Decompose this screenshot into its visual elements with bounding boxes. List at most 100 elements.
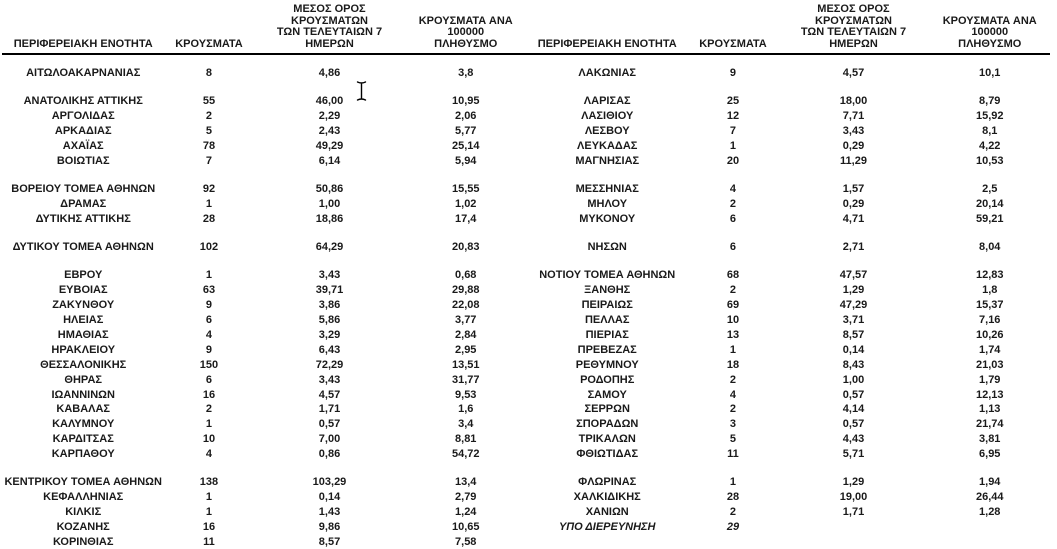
cell-avg7: 0,29: [842, 139, 865, 152]
cell-per100k: 1,8: [982, 284, 998, 297]
table-row: ΠΙΕΡΙΑΣ 13 8,57 10,26: [526, 328, 1050, 343]
cell-cases: 1: [205, 269, 213, 282]
cell-per100k: 3,8: [458, 67, 474, 79]
table-row: ΠΕΙΡΑΙΩΣ 69 47,29 15,37: [526, 298, 1050, 313]
table-row: ΛΑΣΙΘΙΟΥ 12 7,71 15,92: [526, 109, 1050, 124]
cell-avg7: 0,14: [318, 491, 341, 504]
cell-cases: 2: [205, 110, 213, 123]
table-row-blank: [526, 255, 1050, 268]
cell-cases: 28: [726, 491, 740, 504]
cell-region: ΡΟΔΟΠΗΣ: [580, 373, 635, 386]
cell-cases: 6: [729, 241, 737, 254]
cell-cases: 2: [729, 373, 737, 386]
cell-cases: 150: [199, 358, 219, 371]
cell-per100k: 12,13: [975, 388, 1004, 401]
cell-per100k: 10,26: [975, 329, 1004, 342]
cell-region: ΣΠΟΡΑΔΩΝ: [576, 418, 639, 431]
cell-region: ΧΑΝΙΩΝ: [585, 506, 629, 519]
cell-per100k: 17,4: [455, 212, 477, 225]
cell-per100k: 13,4: [455, 476, 477, 489]
cell-cases: 11: [203, 536, 215, 548]
table-row: ΜΕΣΣΗΝΙΑΣ 4 1,57 2,5: [526, 182, 1050, 197]
table-row: ΒΟΙΩΤΙΑΣ 7 6,14 5,94: [2, 154, 526, 169]
table-row-blank: [2, 81, 526, 94]
cell-per100k: 8,79: [979, 95, 1001, 108]
cell-cases: 10: [202, 433, 216, 446]
table-row: ΝΟΤΙΟΥ ΤΟΜΕΑ ΑΘΗΝΩΝ 68 47,57 12,83: [526, 268, 1050, 283]
table-row-blank: [526, 535, 1050, 548]
cell-cases: 4: [729, 388, 737, 401]
table-header-left: ΠΕΡΙΦΕΡΕΙΑΚΗ ΕΝΟΤΗΤΑ ΚΡΟΥΣΜΑΤΑ ΜΕΣΟΣ ΟΡΟ…: [2, 3, 526, 50]
table-row: ΚΕΦΑΛΛΗΝΙΑΣ 1 0,14 2,79: [2, 490, 526, 505]
cell-cases: 1: [729, 476, 737, 489]
cell-avg7: 72,29: [315, 358, 344, 371]
table-row: ΚΑΡΠΑΘΟΥ 4 0,86 54,72: [2, 447, 526, 462]
cell-avg7: 3,43: [318, 373, 341, 386]
table-body-left: ΑΙΤΩΛΟΑΚΑΡΝΑΝΙΑΣ 8 4,86 3,8 ΑΝΑΤΟΛΙΚΗΣ ΑΤΤΙΚ…: [2, 66, 526, 549]
cell-avg7: 1,43: [318, 506, 341, 519]
cell-per100k: 8,1: [982, 125, 998, 138]
cell-per100k: 1,02: [455, 198, 477, 211]
cell-cases: 4: [205, 329, 213, 342]
cell-per100k: 54,72: [451, 448, 480, 461]
cell-region: ΚΕΝΤΡΙΚΟΥ ΤΟΜΕΑ ΑΘΗΝΩΝ: [4, 476, 162, 489]
cases-table[interactable]: ΠΕΡΙΦΕΡΕΙΑΚΗ ΕΝΟΤΗΤΑ ΚΡΟΥΣΜΑΤΑ ΜΕΣΟΣ ΟΡΟ…: [2, 3, 1050, 549]
table-row: ΗΜΑΘΙΑΣ 4 3,29 2,84: [2, 328, 526, 343]
cell-region: ΠΙΕΡΙΑΣ: [585, 329, 629, 342]
cell-per100k: 26,44: [975, 491, 1004, 504]
cell-per100k: 3,81: [979, 433, 1001, 446]
table-row: ΔΥΤΙΚΟΥ ΤΟΜΕΑ ΑΘΗΝΩΝ 102 64,29 20,83: [2, 240, 526, 255]
cell-per100k: 21,74: [975, 418, 1004, 431]
table-row: ΠΡΕΒΕΖΑΣ 1 0,14 1,74: [526, 343, 1050, 358]
cell-cases: 9: [205, 343, 213, 356]
table-row: ΤΡΙΚΑΛΩΝ 5 4,43 3,81: [526, 432, 1050, 447]
cell-per100k: 21,03: [975, 358, 1004, 371]
cell-avg7: 0,29: [842, 198, 865, 211]
cell-avg7: 50,86: [315, 183, 344, 196]
table-row: ΚΙΛΚΙΣ 1 1,43 1,24: [2, 505, 526, 520]
cell-region: ΛΑΣΙΘΙΟΥ: [581, 110, 634, 123]
cell-cases: 11: [727, 448, 739, 461]
cell-cases: 10: [726, 314, 740, 327]
cell-cases: 2: [729, 198, 737, 211]
table-row: ΜΥΚΟΝΟΥ 6 4,71 59,21: [526, 212, 1050, 227]
cell-region: ΜΥΚΟΝΟΥ: [579, 212, 636, 225]
cell-region: ΚΕΦΑΛΛΗΝΙΑΣ: [43, 491, 124, 504]
cell-avg7: 5,86: [318, 314, 341, 327]
cell-per100k: 15,92: [975, 110, 1004, 123]
cell-per100k: 9,53: [455, 388, 477, 401]
table-row-blank: [2, 227, 526, 240]
cell-per100k: 10,95: [451, 95, 480, 108]
column-header-cases: ΚΡΟΥΣΜΑΤΑ: [175, 37, 243, 50]
cell-avg7: 64,29: [315, 241, 344, 254]
table-row: ΗΡΑΚΛΕΙΟΥ 9 6,43 2,95: [2, 343, 526, 358]
cell-region: ΛΕΣΒΟΥ: [584, 125, 630, 138]
cell-avg7: 6,14: [318, 154, 341, 167]
cell-region: ΛΑΡΙΣΑΣ: [583, 95, 631, 108]
cell-region: ΚΟΡΙΝΘΙΑΣ: [52, 536, 114, 548]
cell-per100k: 25,14: [451, 139, 480, 152]
cell-per100k: 1,24: [455, 506, 477, 519]
cell-per100k: 4,22: [979, 139, 1001, 152]
cell-cases: 7: [205, 154, 213, 167]
cell-region: ΝΗΣΩΝ: [587, 241, 627, 254]
cell-cases: 55: [202, 95, 216, 108]
cell-cases: 63: [202, 284, 216, 297]
cell-cases: 2: [729, 284, 737, 297]
cell-per100k: 20,83: [451, 241, 480, 254]
cell-per100k: 8,04: [979, 241, 1001, 254]
cell-avg7: 3,86: [318, 299, 341, 312]
cell-cases: 4: [205, 448, 213, 461]
cell-region: ΗΜΑΘΙΑΣ: [57, 329, 109, 342]
cell-avg7: [778, 520, 930, 535]
cell-cases: 29: [726, 521, 740, 534]
cell-cases: 13: [726, 329, 740, 342]
cell-avg7: 6,43: [318, 343, 341, 356]
cell-region: ΔΥΤΙΚΗΣ ΑΤΤΙΚΗΣ: [35, 212, 131, 225]
cell-per100k: 13,51: [451, 358, 480, 371]
cell-region: ΝΟΤΙΟΥ ΤΟΜΕΑ ΑΘΗΝΩΝ: [539, 269, 676, 282]
cell-cases: 6: [205, 314, 213, 327]
cell-cases: 69: [726, 299, 740, 312]
table-body: ΑΙΤΩΛΟΑΚΑΡΝΑΝΙΑΣ 8 4,86 3,8 ΑΝΑΤΟΛΙΚΗΣ ΑΤΤΙΚ…: [2, 55, 1050, 549]
